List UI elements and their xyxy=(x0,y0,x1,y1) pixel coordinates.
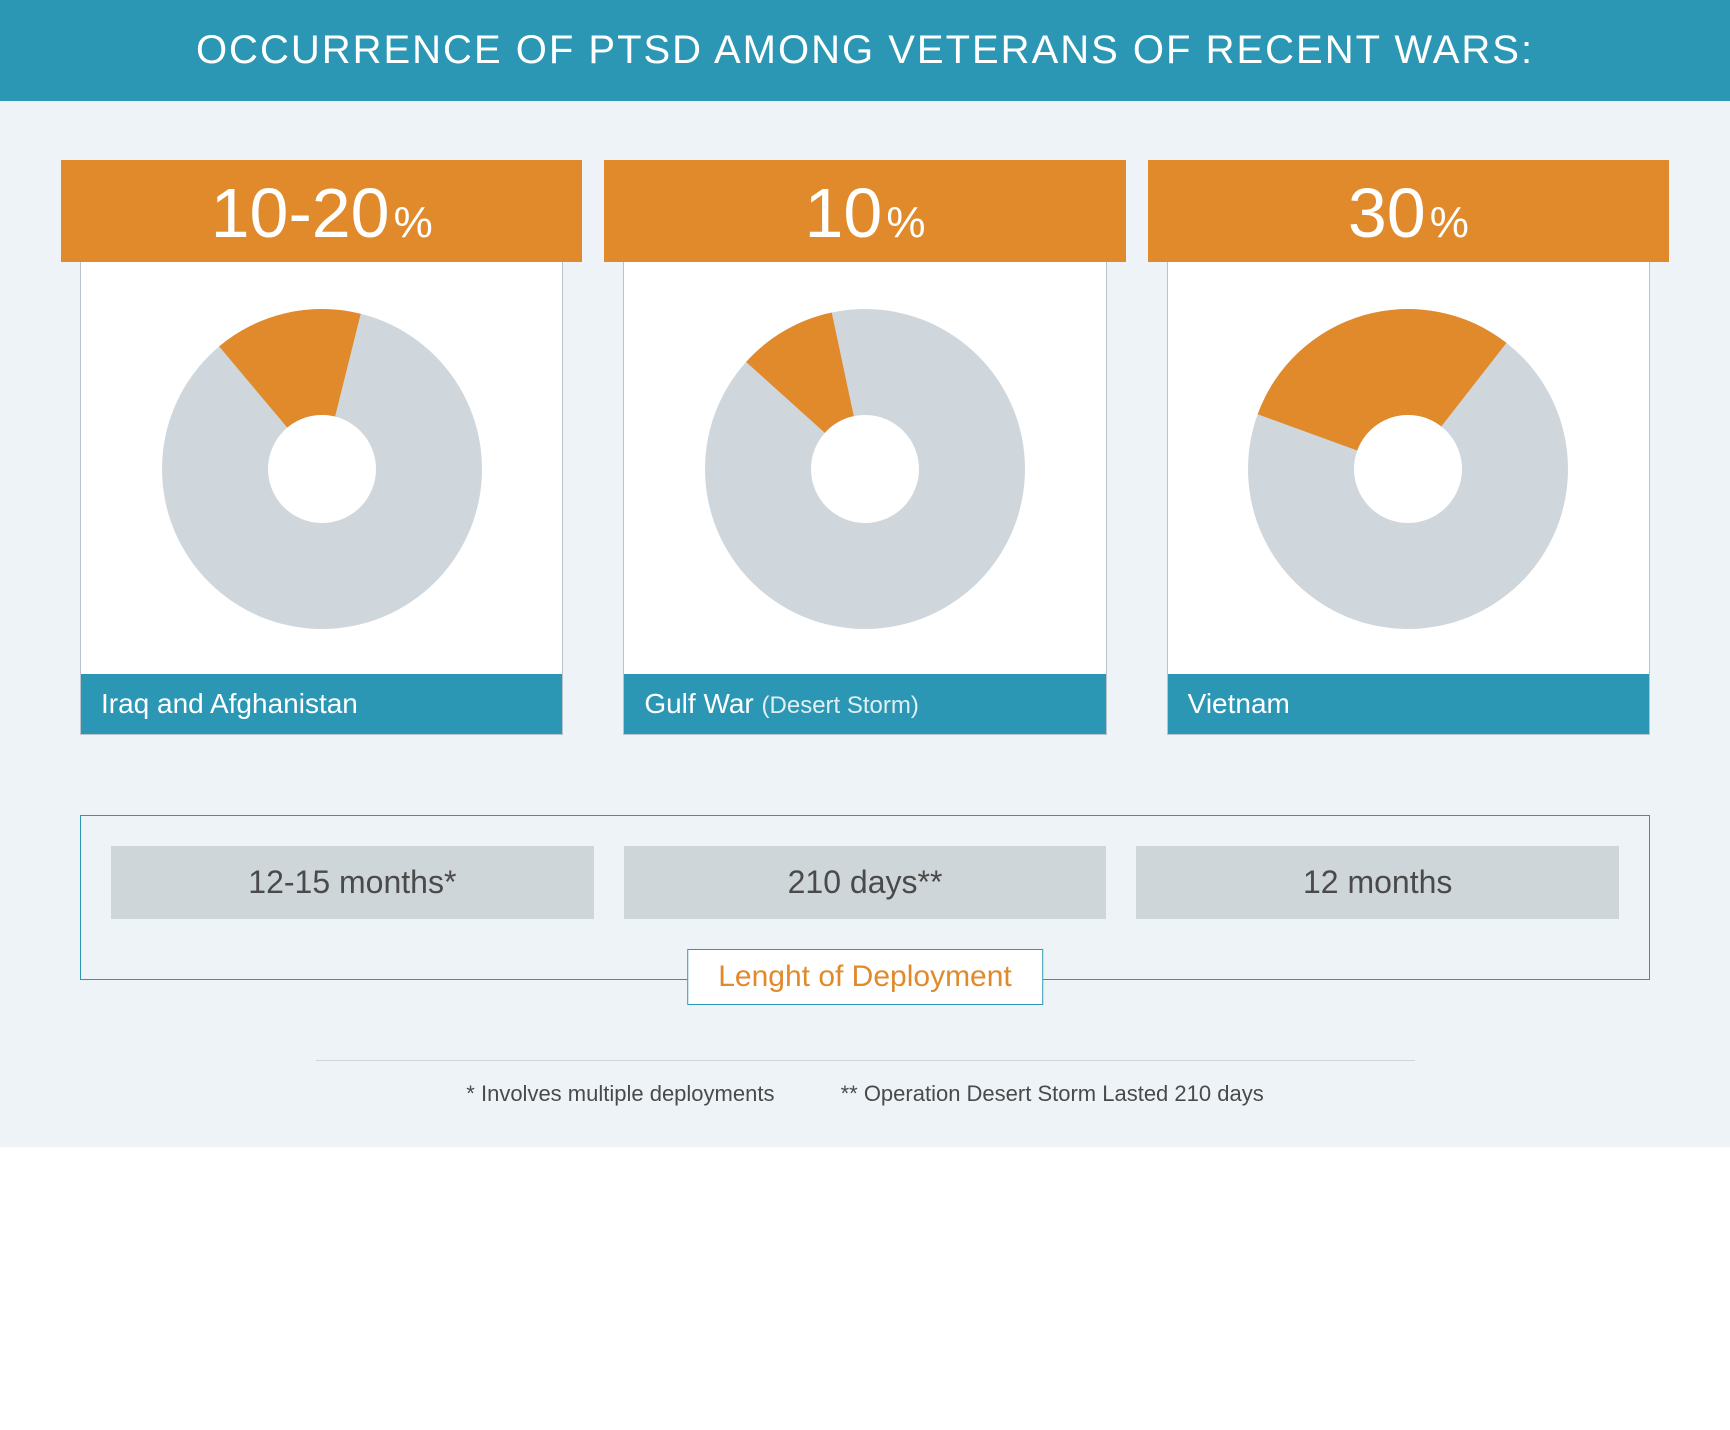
war-card: 10% Gulf War (Desert Storm) xyxy=(623,161,1106,735)
deployment-box: 12-15 months*210 days**12 monthsLenght o… xyxy=(80,815,1650,980)
war-card: 10-20% Iraq and Afghanistan xyxy=(80,161,563,735)
donut-chart xyxy=(624,264,1105,674)
deployment-value: 12-15 xyxy=(248,864,330,900)
deployment-value: 210 xyxy=(788,864,841,900)
cards-row: 10-20% Iraq and Afghanistan 10% Gulf War… xyxy=(80,161,1650,735)
deployment-value: 12 xyxy=(1303,864,1339,900)
percent-badge: 30% xyxy=(1148,160,1669,262)
deployment-cell: 210 days** xyxy=(624,846,1107,919)
body-area: 10-20% Iraq and Afghanistan 10% Gulf War… xyxy=(0,101,1730,1147)
deployment-unit: days** xyxy=(850,864,943,900)
deployment-title: Lenght of Deployment xyxy=(687,949,1043,1005)
deployment-unit: months xyxy=(1347,864,1452,900)
deployment-unit: months* xyxy=(339,864,456,900)
header-title: OCCURRENCE OF PTSD AMONG VETERANS OF REC… xyxy=(196,28,1534,72)
footnote-a: * Involves multiple deployments xyxy=(466,1081,774,1106)
war-sublabel: (Desert Storm) xyxy=(762,692,919,719)
footnotes: * Involves multiple deployments ** Opera… xyxy=(316,1060,1415,1107)
percent-value: 10-20 xyxy=(211,174,390,252)
percent-badge: 10% xyxy=(604,160,1125,262)
percent-sign: % xyxy=(1430,198,1469,247)
war-card: 30% Vietnam xyxy=(1167,161,1650,735)
deployment-cell: 12 months xyxy=(1136,846,1619,919)
percent-badge: 10-20% xyxy=(61,160,582,262)
percent-sign: % xyxy=(394,198,433,247)
header-bar: OCCURRENCE OF PTSD AMONG VETERANS OF REC… xyxy=(0,0,1730,101)
percent-value: 10 xyxy=(804,174,882,252)
donut-chart xyxy=(1168,264,1649,674)
war-label: Iraq and Afghanistan xyxy=(81,674,562,734)
footnote-b: ** Operation Desert Storm Lasted 210 day… xyxy=(841,1081,1264,1106)
deployment-cell: 12-15 months* xyxy=(111,846,594,919)
war-label: Gulf War (Desert Storm) xyxy=(624,674,1105,734)
percent-sign: % xyxy=(886,198,925,247)
infographic-container: OCCURRENCE OF PTSD AMONG VETERANS OF REC… xyxy=(0,0,1730,1147)
percent-value: 30 xyxy=(1348,174,1426,252)
donut-chart xyxy=(81,264,562,674)
war-label: Vietnam xyxy=(1168,674,1649,734)
